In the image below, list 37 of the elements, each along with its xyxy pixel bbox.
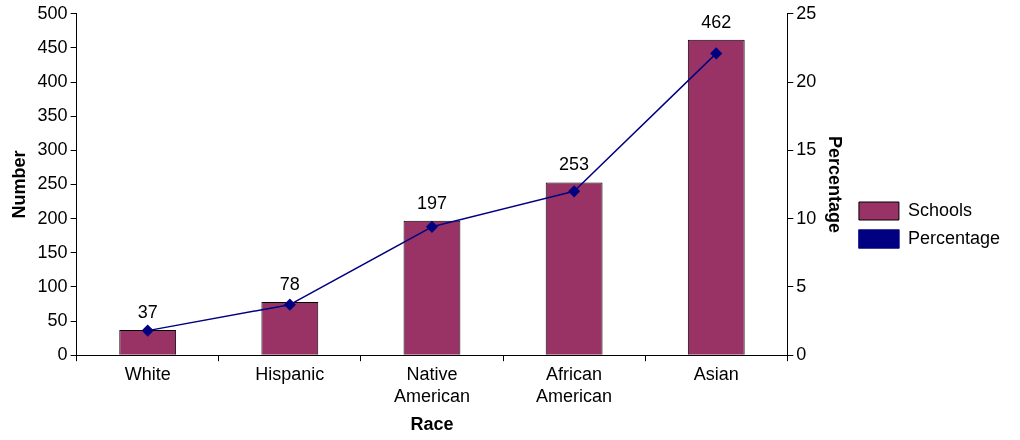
- y-tick-label: 150: [37, 241, 68, 262]
- data-label: 197: [416, 192, 447, 213]
- y2-tick-label: 25: [796, 2, 817, 23]
- y-tick-label: 450: [37, 36, 68, 57]
- y2-axis-title: Percentage: [825, 135, 846, 234]
- x-axis-title: Race: [410, 414, 454, 435]
- x-tick-label: African American: [536, 363, 613, 406]
- y-axis-title: Number: [8, 150, 29, 219]
- x-tick-label: White: [124, 363, 171, 384]
- x-tick-label: Native American: [393, 363, 470, 406]
- y2-tick-label: 0: [796, 344, 807, 365]
- y-tick-label: 350: [37, 105, 68, 126]
- y2-tick-label: 5: [796, 275, 807, 296]
- point: [710, 47, 722, 60]
- y-tick-label: 0: [57, 344, 68, 365]
- y2-tick-label: 10: [796, 207, 817, 228]
- y-tick-label: 250: [37, 173, 68, 194]
- y2-tick-label: 20: [796, 71, 817, 92]
- data-label: 253: [559, 154, 590, 175]
- y-tick-label: 500: [37, 2, 68, 23]
- point: [426, 221, 438, 233]
- y-tick-label: 100: [37, 275, 68, 296]
- x-tick-label: Hispanic: [255, 363, 325, 384]
- data-label: 78: [279, 273, 300, 294]
- y-tick-label: 50: [47, 310, 68, 331]
- point: [284, 298, 296, 311]
- point: [141, 324, 154, 337]
- y2-tick-label: 15: [796, 139, 817, 160]
- x-tick-label: Asian: [693, 363, 739, 384]
- data-label: 462: [701, 11, 732, 32]
- legend-label: Percentage: [907, 227, 1001, 248]
- data-label: 37: [137, 301, 158, 322]
- legend-label: Schools: [907, 199, 972, 220]
- point: [568, 185, 580, 198]
- y-tick-label: 200: [37, 207, 68, 228]
- y-tick-label: 400: [37, 71, 68, 92]
- y-tick-label: 300: [37, 139, 68, 160]
